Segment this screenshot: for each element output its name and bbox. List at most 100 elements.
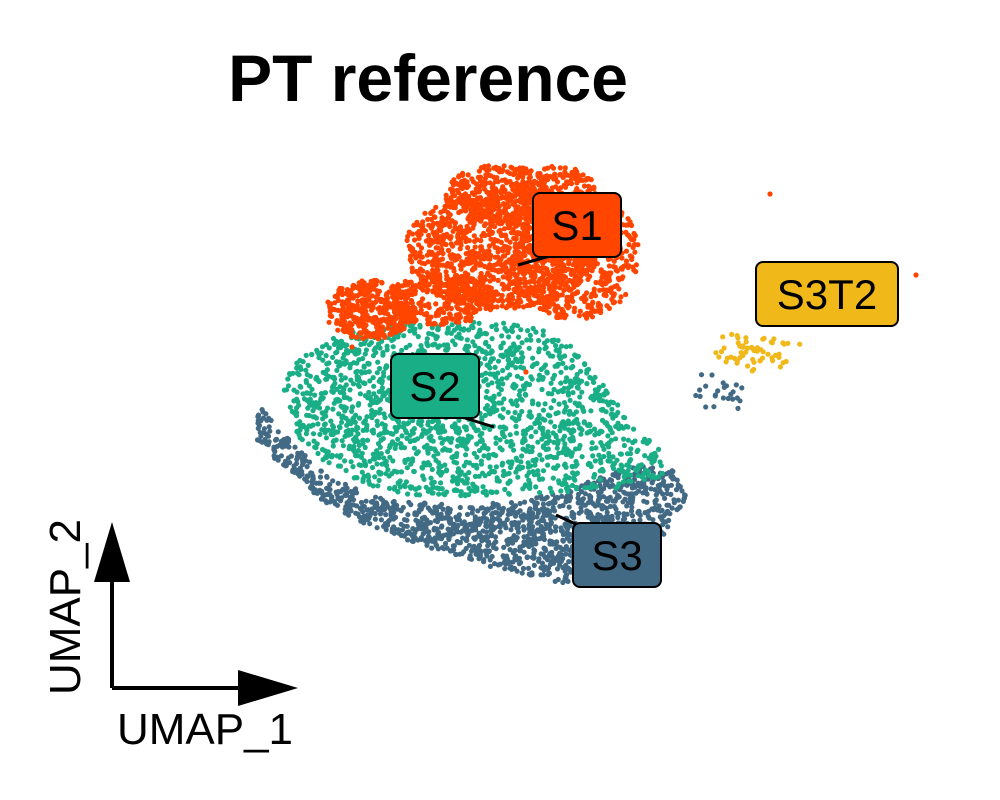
point-s3	[308, 470, 314, 476]
point-s2	[495, 378, 502, 384]
point-s2	[357, 391, 363, 397]
point-s2	[561, 385, 567, 391]
point-s2	[509, 328, 515, 335]
point-s3	[511, 565, 518, 572]
point-s3	[532, 505, 539, 511]
point-s3	[555, 495, 561, 501]
point-s2	[476, 448, 483, 454]
point-s1	[500, 253, 506, 259]
point-s2	[589, 393, 595, 400]
point-s1	[494, 304, 500, 310]
point-s1	[467, 252, 473, 259]
point-s2	[373, 345, 379, 351]
point-s2	[625, 437, 632, 443]
point-s1	[375, 332, 382, 338]
point-s2	[499, 447, 505, 453]
point-s1	[348, 302, 354, 308]
point-s3	[662, 495, 668, 501]
point-s2	[615, 402, 621, 408]
point-s1	[472, 244, 478, 250]
point-s3	[263, 411, 269, 417]
point-s3	[730, 389, 736, 395]
point-s3	[264, 441, 270, 447]
point-s2	[307, 391, 313, 397]
point-s2	[482, 488, 489, 494]
point-s2	[579, 454, 585, 460]
point-s3t2	[758, 347, 764, 353]
point-s3	[398, 521, 404, 527]
point-s3	[429, 538, 435, 544]
point-s3	[477, 516, 483, 522]
point-s2	[485, 446, 491, 452]
point-s1	[507, 239, 513, 245]
point-s3	[730, 396, 736, 402]
point-s3	[309, 483, 315, 489]
point-s3	[546, 525, 552, 532]
point-s3	[634, 482, 640, 489]
point-s3	[409, 538, 415, 544]
point-s1	[465, 245, 471, 251]
point-s3	[457, 504, 463, 511]
point-s3	[539, 560, 546, 566]
point-s3	[341, 486, 347, 492]
point-s2	[454, 480, 461, 486]
point-s3	[541, 510, 547, 516]
point-s2	[331, 400, 337, 406]
point-s2	[523, 392, 529, 398]
point-s2	[548, 419, 554, 425]
point-s1	[432, 214, 438, 220]
point-s2	[411, 445, 417, 451]
point-s2	[330, 335, 337, 342]
point-s2	[310, 400, 316, 406]
point-s2	[324, 452, 330, 458]
point-s3	[519, 570, 525, 576]
point-s3	[553, 524, 559, 530]
point-s2	[319, 427, 325, 433]
point-s3	[671, 497, 677, 503]
point-s1	[373, 318, 379, 324]
point-s1	[356, 323, 362, 329]
point-s3	[733, 382, 739, 388]
point-s3	[434, 543, 440, 549]
point-s1	[451, 265, 457, 271]
point-s2	[537, 490, 543, 496]
point-s2	[416, 492, 423, 498]
point-s3	[521, 549, 527, 555]
point-s2	[600, 468, 606, 474]
point-s2	[343, 467, 349, 474]
point-s2	[491, 469, 498, 475]
point-s3	[659, 517, 665, 523]
point-s2	[380, 350, 386, 356]
point-s2	[526, 345, 532, 351]
point-s1	[360, 319, 366, 325]
point-s2	[369, 407, 375, 414]
point-s3	[391, 524, 397, 530]
point-s2	[570, 390, 576, 396]
point-s1	[501, 261, 508, 267]
point-s3	[349, 493, 355, 499]
point-s3	[464, 511, 471, 518]
point-s2	[542, 417, 548, 423]
point-s2	[507, 372, 513, 378]
point-s3	[286, 444, 292, 450]
point-s2	[404, 465, 410, 471]
point-s2	[480, 484, 486, 490]
point-s3	[507, 507, 513, 514]
point-s2	[380, 436, 386, 442]
point-s2	[541, 340, 548, 346]
point-s2	[356, 357, 362, 363]
point-s2	[515, 358, 521, 365]
point-s2	[349, 408, 355, 414]
point-s3t2	[729, 331, 735, 337]
point-s2	[530, 457, 536, 464]
point-s3	[615, 514, 621, 521]
point-s2	[296, 372, 302, 378]
point-s2	[390, 344, 396, 350]
point-s1	[481, 249, 487, 255]
point-s3	[344, 490, 350, 496]
point-s2	[353, 434, 359, 440]
point-s3t2	[721, 345, 727, 351]
point-s2	[545, 454, 551, 460]
point-s1	[395, 326, 401, 332]
point-s1	[358, 308, 364, 314]
